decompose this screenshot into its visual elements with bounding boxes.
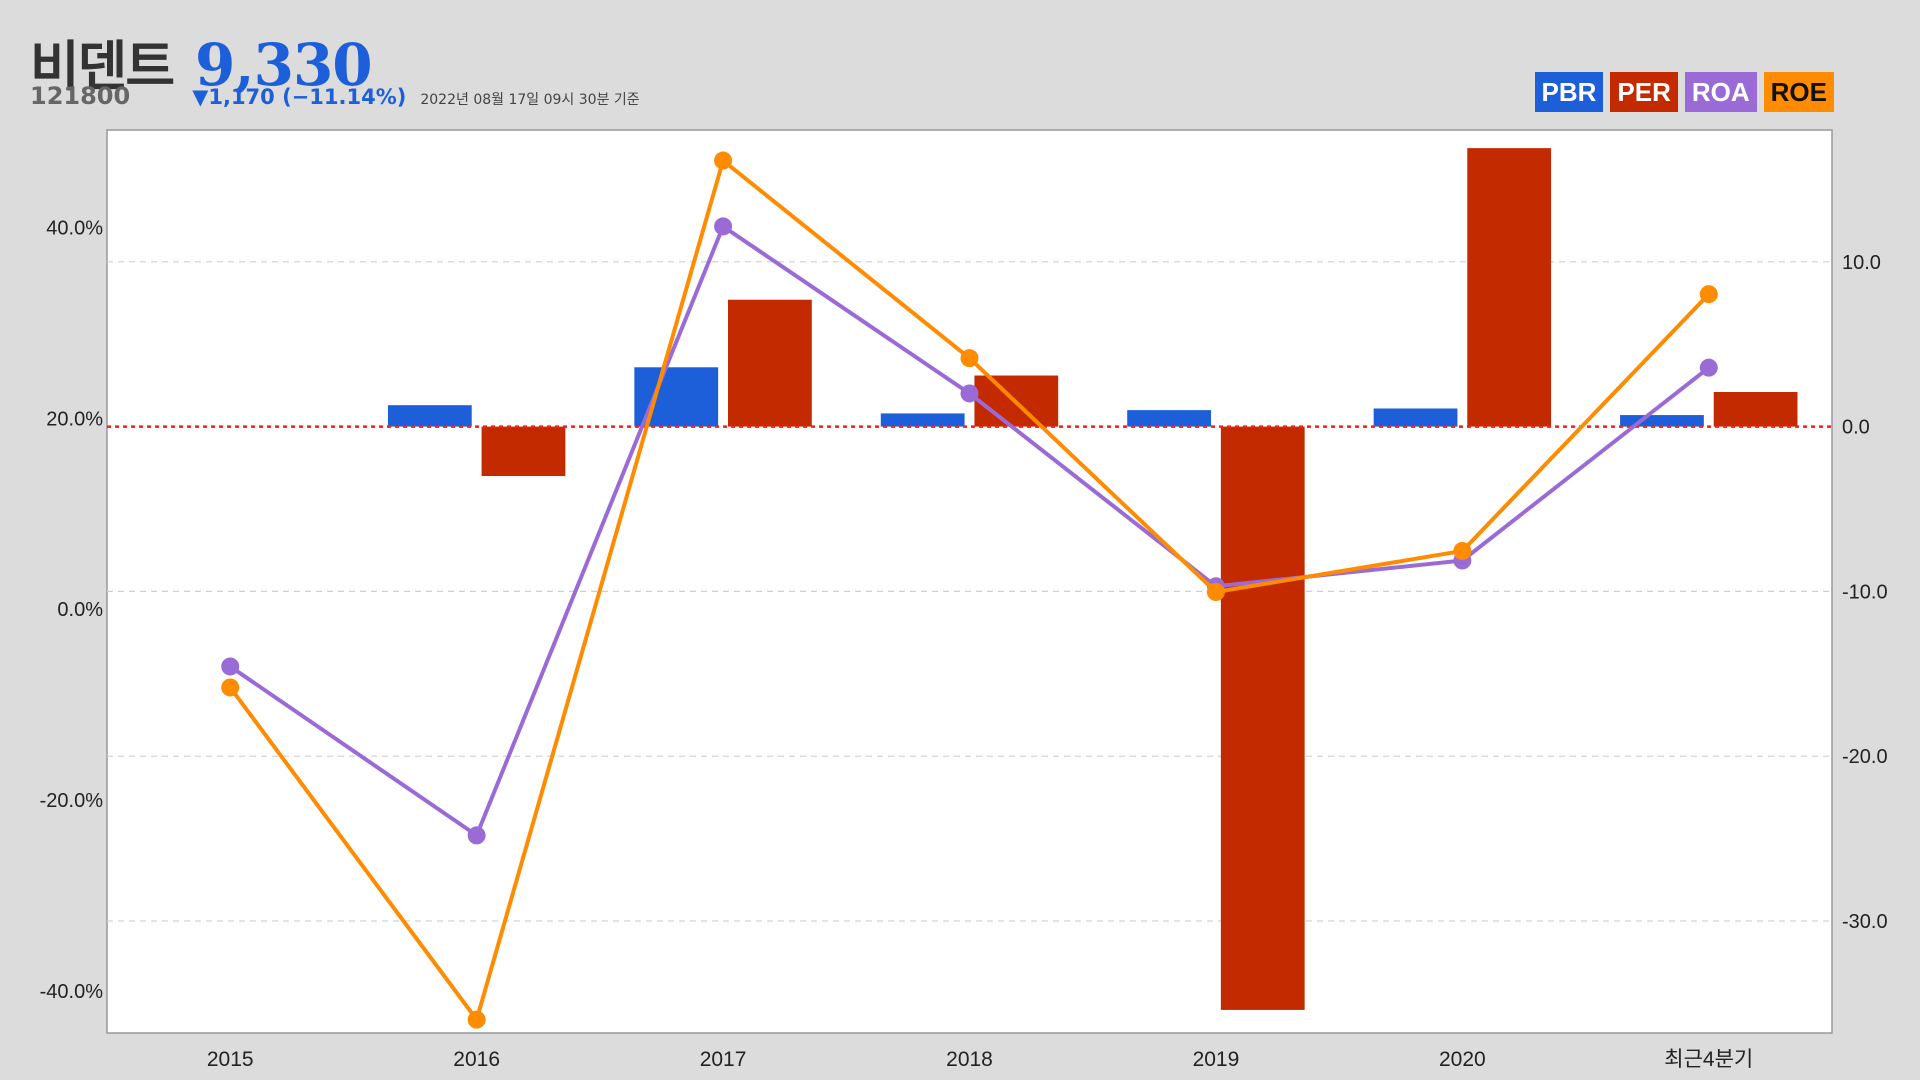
left-tick-label: 0.0% bbox=[57, 599, 103, 621]
right-tick-label: -20.0 bbox=[1842, 746, 1888, 768]
x-tick-label: 2018 bbox=[946, 1048, 993, 1071]
left-tick-label: -40.0% bbox=[40, 981, 104, 1003]
bar-pbr bbox=[1127, 410, 1211, 427]
legend-roa[interactable]: ROA bbox=[1684, 72, 1757, 112]
bar-per bbox=[728, 299, 812, 427]
plot-area bbox=[106, 129, 1833, 1034]
left-tick-label: -20.0% bbox=[40, 790, 104, 812]
point-roa bbox=[714, 217, 733, 236]
left-tick-label: 40.0% bbox=[46, 217, 103, 239]
legend-pbr[interactable]: PBR bbox=[1534, 72, 1604, 112]
bar-per bbox=[1220, 426, 1305, 1010]
point-roe bbox=[1206, 583, 1225, 601]
bar-per bbox=[1713, 392, 1798, 427]
x-tick-label: 2016 bbox=[453, 1048, 500, 1071]
right-tick-label: 10.0 bbox=[1842, 252, 1881, 274]
point-roa bbox=[467, 826, 486, 845]
point-roe bbox=[1699, 285, 1718, 304]
bar-per bbox=[1467, 148, 1552, 427]
header: 비덴트 9,330 bbox=[30, 22, 373, 101]
point-roe bbox=[714, 151, 733, 170]
right-tick-label: -30.0 bbox=[1842, 911, 1888, 933]
bar-pbr bbox=[1620, 415, 1704, 427]
point-roe bbox=[221, 678, 240, 697]
bar-pbr bbox=[1373, 408, 1458, 427]
stock-price: 9,330 bbox=[195, 31, 373, 99]
stock-name: 비덴트 bbox=[30, 35, 175, 98]
legend-per[interactable]: PER bbox=[1610, 72, 1678, 112]
stock-code: 121800 bbox=[30, 82, 131, 110]
chart-legend: PBR PER ROA ROE bbox=[1534, 72, 1834, 112]
left-tick-label: 20.0% bbox=[46, 408, 103, 430]
point-roa bbox=[221, 657, 240, 676]
x-tick-label: 최근4분기 bbox=[1664, 1048, 1753, 1071]
right-tick-label: 0.0 bbox=[1842, 417, 1870, 439]
price-change: ▼1,170 (−11.14%) bbox=[192, 85, 407, 109]
bar-per bbox=[481, 426, 566, 477]
point-roe bbox=[1453, 541, 1472, 560]
header-subrow: 121800 ▼1,170 (−11.14%) 2022년 08월 17일 09… bbox=[30, 82, 640, 110]
x-tick-label: 2017 bbox=[700, 1048, 747, 1071]
bar-pbr bbox=[387, 405, 472, 427]
timestamp: 2022년 08월 17일 09시 30분 기준 bbox=[420, 92, 640, 108]
x-tick-label: 2019 bbox=[1193, 1048, 1240, 1071]
bar-pbr bbox=[880, 413, 965, 427]
point-roe bbox=[467, 1010, 486, 1029]
point-roe bbox=[960, 349, 979, 368]
right-tick-label: -10.0 bbox=[1842, 581, 1888, 603]
x-tick-label: 2015 bbox=[207, 1048, 254, 1071]
x-tick-label: 2020 bbox=[1439, 1048, 1486, 1071]
legend-roe[interactable]: ROE bbox=[1763, 72, 1834, 112]
point-roa bbox=[1699, 358, 1718, 377]
point-roa bbox=[960, 384, 979, 403]
